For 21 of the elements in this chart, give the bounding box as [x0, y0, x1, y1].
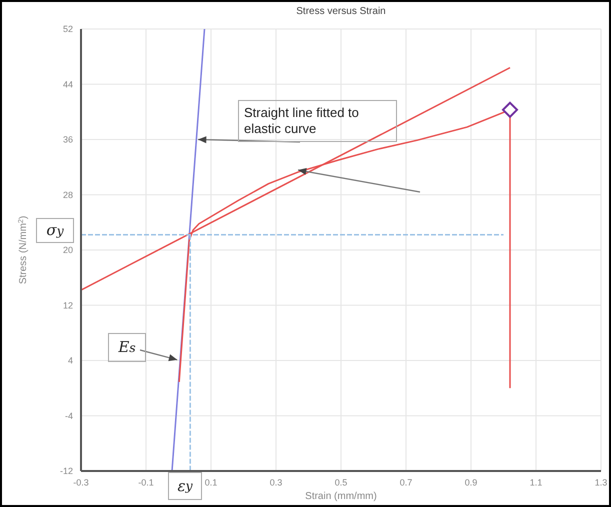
- x-tick-label: -0.3: [73, 477, 89, 488]
- x-tick-label: 0.3: [270, 477, 282, 488]
- x-tick-label: 1.1: [530, 477, 542, 488]
- y-tick-label: -4: [64, 410, 73, 421]
- x-tick-label: 0.9: [464, 477, 478, 488]
- y-tick-label: -12: [60, 466, 73, 476]
- y-tick-label: 52: [62, 24, 73, 34]
- y-tick-label: 20: [62, 245, 73, 256]
- x-tick-label: 0.5: [334, 477, 348, 488]
- y-tick-label: 12: [62, 300, 73, 310]
- y-tick-label: 4: [68, 356, 73, 366]
- y-tick-label: 28: [62, 190, 73, 200]
- text-box: Straight line fitted to elastic curve: [238, 100, 397, 142]
- x-tick-label: 0.1: [204, 477, 218, 488]
- x-tick-label: 1.3: [594, 477, 608, 488]
- y-tick-label: 44: [62, 79, 73, 90]
- x-axis-title: Strain (mm/mm): [305, 491, 377, 502]
- chart-title: Stress versus Strain: [296, 6, 386, 17]
- x-tick-label: -0.1: [138, 477, 154, 488]
- x-tick-label: 0.7: [400, 477, 412, 488]
- y-tick-label: 36: [62, 134, 73, 145]
